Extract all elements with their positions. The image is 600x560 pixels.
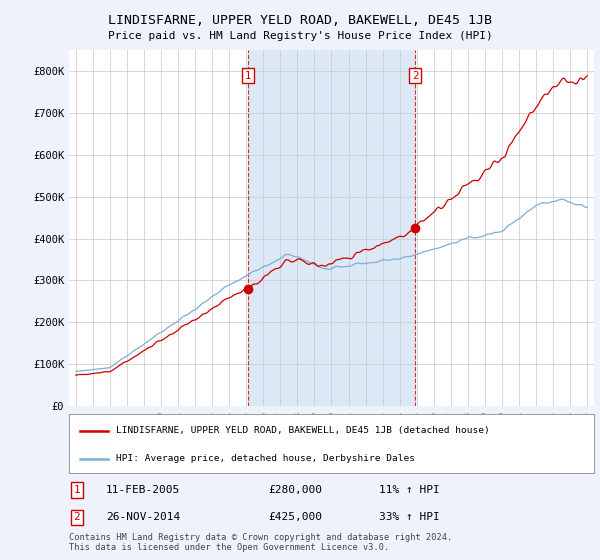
Text: 1: 1	[245, 71, 251, 81]
Text: £280,000: £280,000	[269, 485, 323, 495]
Text: LINDISFARNE, UPPER YELD ROAD, BAKEWELL, DE45 1JB: LINDISFARNE, UPPER YELD ROAD, BAKEWELL, …	[108, 14, 492, 27]
Text: LINDISFARNE, UPPER YELD ROAD, BAKEWELL, DE45 1JB (detached house): LINDISFARNE, UPPER YELD ROAD, BAKEWELL, …	[116, 426, 490, 435]
Text: 33% ↑ HPI: 33% ↑ HPI	[379, 512, 439, 522]
Text: 11% ↑ HPI: 11% ↑ HPI	[379, 485, 439, 495]
Text: £425,000: £425,000	[269, 512, 323, 522]
Text: Price paid vs. HM Land Registry's House Price Index (HPI): Price paid vs. HM Land Registry's House …	[107, 31, 493, 41]
Text: 1: 1	[74, 485, 80, 495]
Text: 2: 2	[412, 71, 419, 81]
Text: 11-FEB-2005: 11-FEB-2005	[106, 485, 180, 495]
Text: HPI: Average price, detached house, Derbyshire Dales: HPI: Average price, detached house, Derb…	[116, 454, 415, 463]
Text: 26-NOV-2014: 26-NOV-2014	[106, 512, 180, 522]
Bar	[248, 50, 415, 406]
Text: Contains HM Land Registry data © Crown copyright and database right 2024.: Contains HM Land Registry data © Crown c…	[69, 533, 452, 542]
Text: This data is licensed under the Open Government Licence v3.0.: This data is licensed under the Open Gov…	[69, 543, 389, 552]
Text: 2: 2	[74, 512, 80, 522]
